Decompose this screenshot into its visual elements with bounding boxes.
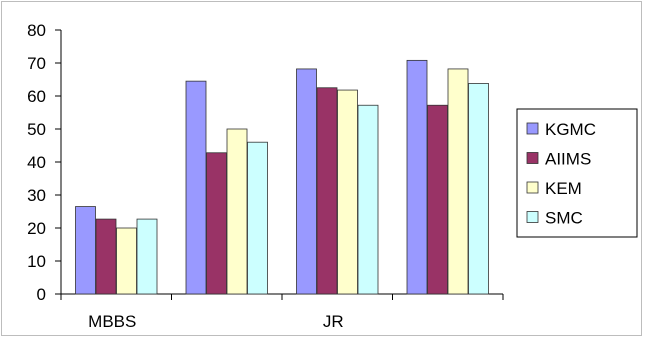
legend-label-kgmc: KGMC xyxy=(545,120,596,139)
y-tick-label: 80 xyxy=(27,21,46,40)
legend-label-smc: SMC xyxy=(545,209,583,228)
bar-kgmc-3 xyxy=(406,59,428,295)
bar-aiims-3 xyxy=(427,104,448,295)
y-tick-label: 50 xyxy=(27,120,46,139)
y-tick-label: 30 xyxy=(27,186,46,205)
bar-kem-0 xyxy=(116,227,137,295)
legend-label-aiims: AIIMS xyxy=(545,150,591,169)
y-tick-label: 10 xyxy=(27,252,46,271)
bar-kem-1 xyxy=(226,128,248,295)
legend-label-kem: KEM xyxy=(545,179,582,198)
bar-kgmc-2 xyxy=(296,68,317,295)
bar-smc-1 xyxy=(247,141,268,295)
bar-smc-2 xyxy=(357,104,379,295)
x-tick-label: JR xyxy=(323,312,344,331)
legend-swatch-smc xyxy=(526,211,539,223)
bar-kem-3 xyxy=(447,68,469,295)
y-tick-label: 20 xyxy=(27,219,46,238)
legend-swatch-kem xyxy=(526,181,539,194)
bar-kem-2 xyxy=(337,89,358,295)
legend-swatch-kgmc xyxy=(526,122,539,135)
y-tick-label: 0 xyxy=(37,285,46,304)
bar-aiims-0 xyxy=(95,218,117,295)
y-tick-label: 40 xyxy=(27,153,46,172)
legend-swatch-aiims xyxy=(526,152,539,164)
bar-smc-0 xyxy=(136,218,158,295)
bar-kgmc-1 xyxy=(185,80,207,295)
y-tick-label: 60 xyxy=(27,87,46,106)
bar-smc-3 xyxy=(468,83,489,295)
y-tick-label: 70 xyxy=(27,54,46,73)
x-tick-label: MBBS xyxy=(88,312,136,331)
bar-aiims-1 xyxy=(206,152,227,295)
bar-aiims-2 xyxy=(316,87,338,295)
bar-kgmc-0 xyxy=(75,206,96,295)
